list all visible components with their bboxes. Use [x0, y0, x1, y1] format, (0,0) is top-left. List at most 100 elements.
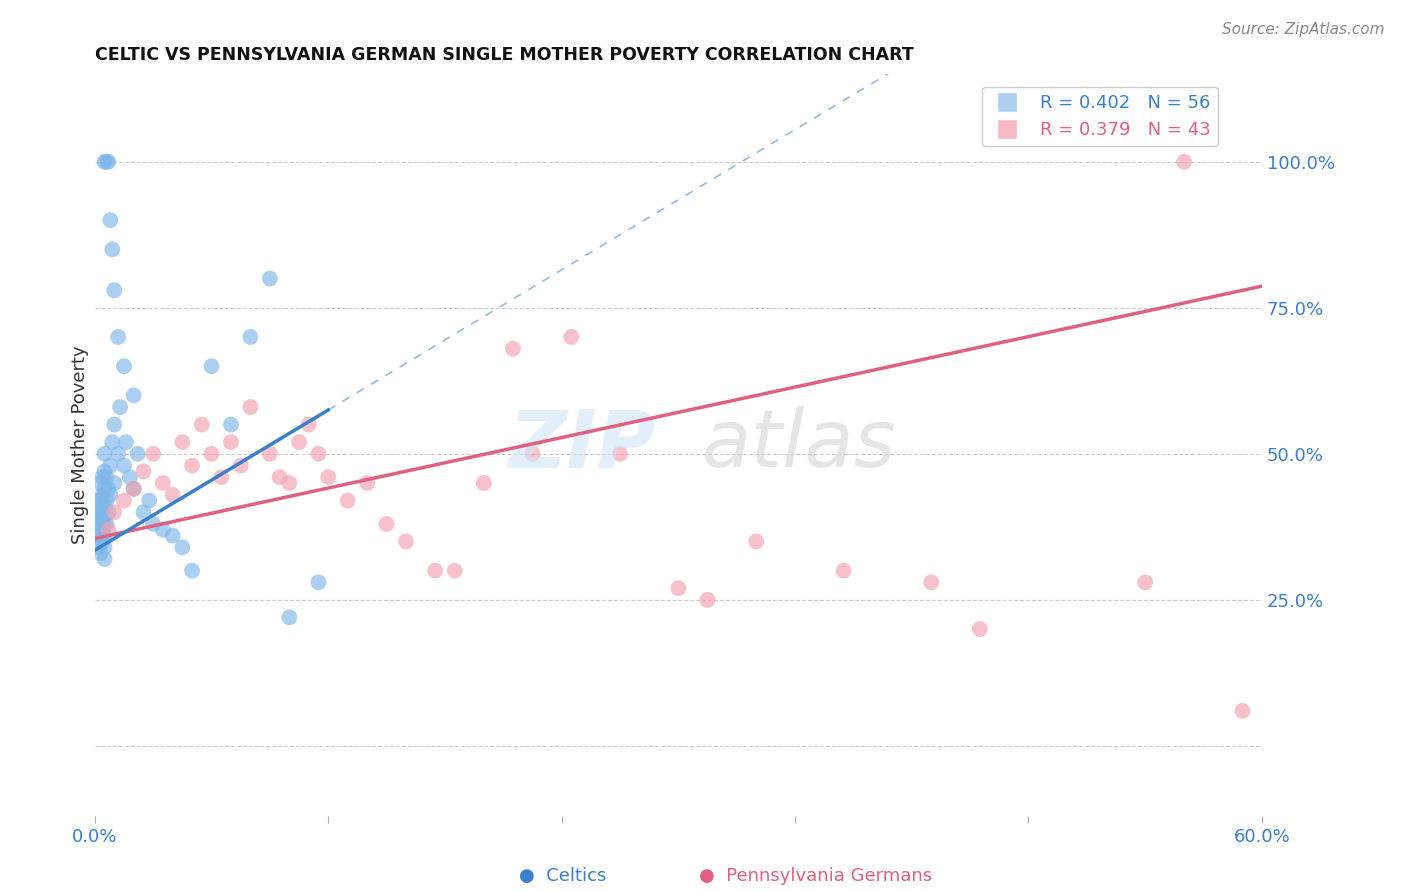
- Point: [93, 154, 115, 169]
- Point: [98, 213, 121, 227]
- Point: [96, 154, 118, 169]
- Point: [86, 528, 108, 542]
- Text: CELTIC VS PENNSYLVANIA GERMAN SINGLE MOTHER POVERTY CORRELATION CHART: CELTIC VS PENNSYLVANIA GERMAN SINGLE MOT…: [94, 46, 914, 64]
- Point: [93, 500, 115, 514]
- Point: [259, 447, 281, 461]
- Point: [375, 516, 398, 531]
- Point: [1232, 704, 1254, 718]
- Point: [118, 470, 141, 484]
- Point: [90, 528, 112, 542]
- Point: [122, 482, 145, 496]
- Point: [91, 500, 114, 514]
- Point: [91, 470, 114, 484]
- Point: [181, 564, 204, 578]
- Point: [103, 475, 125, 490]
- Text: atlas: atlas: [702, 406, 897, 484]
- Text: Source: ZipAtlas.com: Source: ZipAtlas.com: [1222, 22, 1385, 37]
- Point: [107, 330, 129, 344]
- Point: [298, 417, 321, 432]
- Point: [209, 470, 232, 484]
- Point: [172, 541, 194, 555]
- Point: [103, 283, 125, 297]
- Point: [86, 505, 108, 519]
- Point: [522, 447, 544, 461]
- Point: [97, 505, 120, 519]
- Point: [86, 516, 108, 531]
- Point: [425, 564, 447, 578]
- Point: [91, 523, 114, 537]
- Point: [93, 528, 115, 542]
- Point: [97, 482, 120, 496]
- Legend: R = 0.402   N = 56, R = 0.379   N = 43: R = 0.402 N = 56, R = 0.379 N = 43: [983, 87, 1218, 146]
- Point: [219, 417, 242, 432]
- Point: [122, 482, 145, 496]
- Point: [90, 546, 112, 560]
- Point: [101, 435, 124, 450]
- Point: [356, 475, 378, 490]
- Point: [336, 493, 359, 508]
- Point: [609, 447, 631, 461]
- Point: [200, 447, 222, 461]
- Point: [745, 534, 768, 549]
- Point: [138, 493, 160, 508]
- Point: [152, 475, 174, 490]
- Point: [93, 482, 115, 496]
- Point: [132, 464, 155, 478]
- Point: [98, 488, 121, 502]
- Point: [87, 493, 110, 508]
- Point: [127, 447, 149, 461]
- Point: [288, 435, 311, 450]
- Point: [259, 271, 281, 285]
- Point: [91, 534, 114, 549]
- Point: [103, 505, 125, 519]
- Text: ●  Pennsylvania Germans: ● Pennsylvania Germans: [699, 867, 932, 885]
- Point: [90, 493, 112, 508]
- Point: [93, 516, 115, 531]
- Point: [91, 511, 114, 525]
- Point: [1135, 575, 1157, 590]
- Point: [395, 534, 418, 549]
- Point: [172, 435, 194, 450]
- Point: [308, 575, 330, 590]
- Point: [108, 400, 131, 414]
- Point: [90, 475, 112, 490]
- Point: [239, 400, 262, 414]
- Point: [96, 493, 118, 508]
- Point: [920, 575, 942, 590]
- Point: [91, 488, 114, 502]
- Point: [219, 435, 242, 450]
- Point: [112, 458, 135, 473]
- Point: [969, 622, 991, 636]
- Point: [142, 447, 165, 461]
- Point: [162, 488, 184, 502]
- Point: [115, 435, 138, 450]
- Point: [1173, 154, 1195, 169]
- Point: [93, 552, 115, 566]
- Point: [308, 447, 330, 461]
- Point: [98, 458, 121, 473]
- Point: [278, 610, 301, 624]
- Point: [97, 154, 120, 169]
- Point: [239, 330, 262, 344]
- Point: [87, 523, 110, 537]
- Point: [112, 359, 135, 374]
- Point: [269, 470, 291, 484]
- Point: [97, 523, 120, 537]
- Point: [200, 359, 222, 374]
- Point: [472, 475, 495, 490]
- Point: [96, 470, 118, 484]
- Point: [87, 541, 110, 555]
- Point: [90, 511, 112, 525]
- Point: [229, 458, 252, 473]
- Point: [443, 564, 465, 578]
- Point: [316, 470, 339, 484]
- Point: [181, 458, 204, 473]
- Point: [278, 475, 301, 490]
- Point: [96, 516, 118, 531]
- Y-axis label: Single Mother Poverty: Single Mother Poverty: [72, 346, 89, 544]
- Point: [101, 243, 124, 257]
- Point: [93, 447, 115, 461]
- Point: [87, 505, 110, 519]
- Point: [112, 493, 135, 508]
- Point: [666, 581, 689, 595]
